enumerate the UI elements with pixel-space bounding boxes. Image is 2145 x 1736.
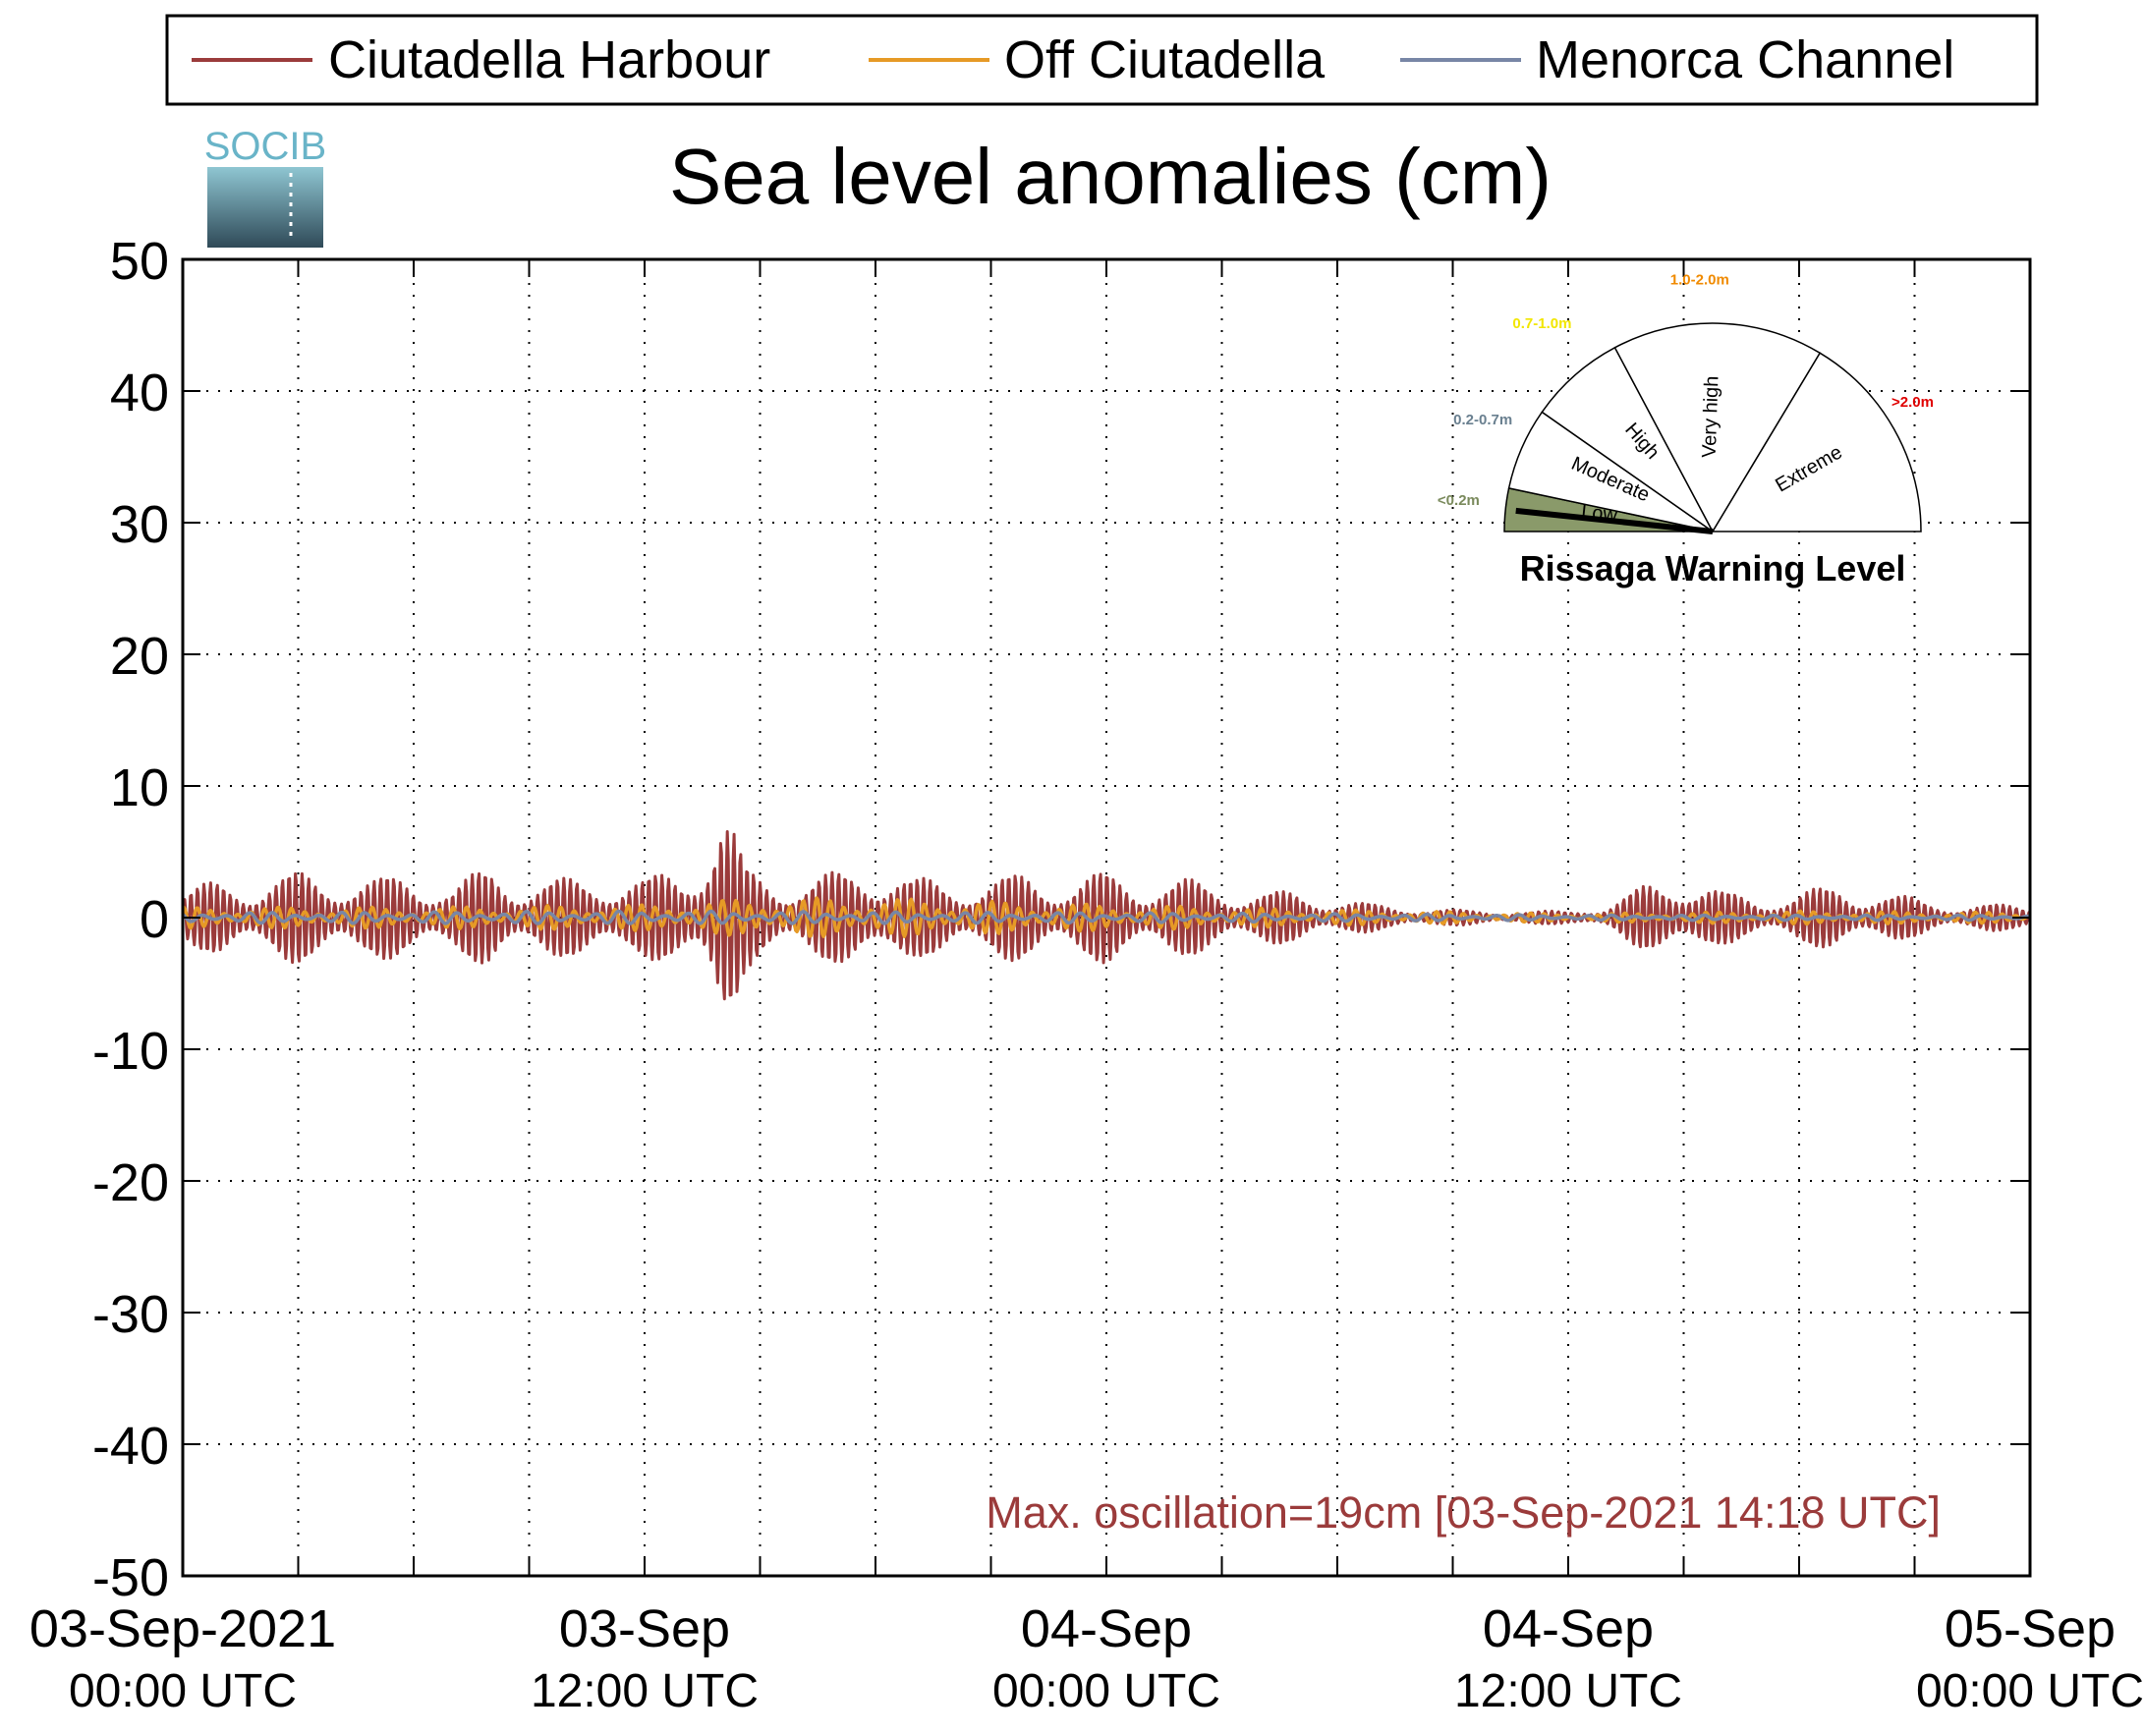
y-tick-label: -40 bbox=[92, 1417, 169, 1476]
y-tick-labels: 50 40 30 20 10 0 -10 -20 -30 -40 -50 bbox=[92, 232, 169, 1607]
axis-ticks bbox=[182, 258, 2031, 1577]
max-oscillation-annotation: Max. oscillation=19cm [03-Sep-2021 14:18… bbox=[986, 1487, 1941, 1538]
gauge-sector-high bbox=[1541, 346, 1714, 532]
x-tick-label-time: 00:00 UTC bbox=[69, 1665, 297, 1717]
series-layer bbox=[181, 830, 2032, 1001]
gauge-range-label: 1.0-2.0m bbox=[1670, 271, 1729, 288]
x-tick-label-time: 12:00 UTC bbox=[1454, 1665, 1682, 1717]
gauge-range-label: <0.2m bbox=[1438, 492, 1480, 509]
gauge-range-label: 0.2-0.7m bbox=[1453, 412, 1512, 428]
x-tick-label-time: 12:00 UTC bbox=[531, 1665, 759, 1717]
gauge-range-label: 0.7-1.0m bbox=[1512, 315, 1571, 332]
x-tick-label-time: 00:00 UTC bbox=[1916, 1665, 2144, 1717]
x-tick-label-date: 04-Sep bbox=[1021, 1599, 1192, 1658]
socib-logo: SOCIB bbox=[204, 125, 326, 248]
series-line-menorca-channel bbox=[181, 909, 2031, 925]
x-tick-labels: 03-Sep-2021 00:00 UTC 03-Sep 12:00 UTC 04-Se… bbox=[29, 1599, 2144, 1717]
x-tick-label-date: 05-Sep bbox=[1945, 1599, 2116, 1658]
gauge-sector-very-high bbox=[1613, 322, 1822, 533]
x-tick-label-date: 03-Sep-2021 bbox=[29, 1599, 336, 1658]
series-line-ciutadella-harbour bbox=[181, 830, 2032, 1001]
logo-text: SOCIB bbox=[204, 125, 326, 168]
gauge-needle bbox=[1515, 507, 1714, 534]
legend-label-ciutadella-harbour: Ciutadella Harbour bbox=[328, 30, 770, 89]
y-tick-label: -50 bbox=[92, 1548, 169, 1607]
legend-label-off-ciutadella: Off Ciutadella bbox=[1004, 30, 1326, 89]
rissaga-warning-gauge: Rissaga Warning Level Low<0.2m Moderate0.… bbox=[1438, 271, 1934, 588]
plot-area: Max. oscillation=19cm [03-Sep-2021 14:18… bbox=[181, 257, 2032, 1578]
legend: Ciutadella Harbour Off Ciutadella Menorc… bbox=[165, 14, 2039, 106]
y-tick-label: -10 bbox=[92, 1022, 169, 1081]
gauge-title: Rissaga Warning Level bbox=[1520, 548, 1906, 588]
gauge-sector-extreme bbox=[1711, 352, 1922, 532]
y-tick-label: 0 bbox=[140, 890, 169, 949]
x-tick-label-time: 00:00 UTC bbox=[992, 1665, 1220, 1717]
gauge-range-label: >2.0m bbox=[1891, 394, 1934, 411]
legend-box bbox=[165, 14, 2039, 106]
chart-title: Sea level anomalies (cm) bbox=[669, 133, 1552, 220]
y-tick-label: 50 bbox=[110, 232, 169, 291]
y-tick-label: -20 bbox=[92, 1153, 169, 1212]
x-tick-label-date: 03-Sep bbox=[559, 1599, 730, 1658]
legend-label-menorca-channel: Menorca Channel bbox=[1536, 30, 1954, 89]
gauge-sector-label: Very high bbox=[1699, 375, 1723, 458]
y-tick-label: 40 bbox=[110, 364, 169, 422]
x-tick-label-date: 04-Sep bbox=[1483, 1599, 1654, 1658]
logo-water-block bbox=[207, 167, 323, 248]
y-tick-label: 10 bbox=[110, 758, 169, 817]
y-tick-label: 30 bbox=[110, 495, 169, 554]
y-tick-label: 20 bbox=[110, 627, 169, 686]
y-tick-label: -30 bbox=[92, 1285, 169, 1344]
